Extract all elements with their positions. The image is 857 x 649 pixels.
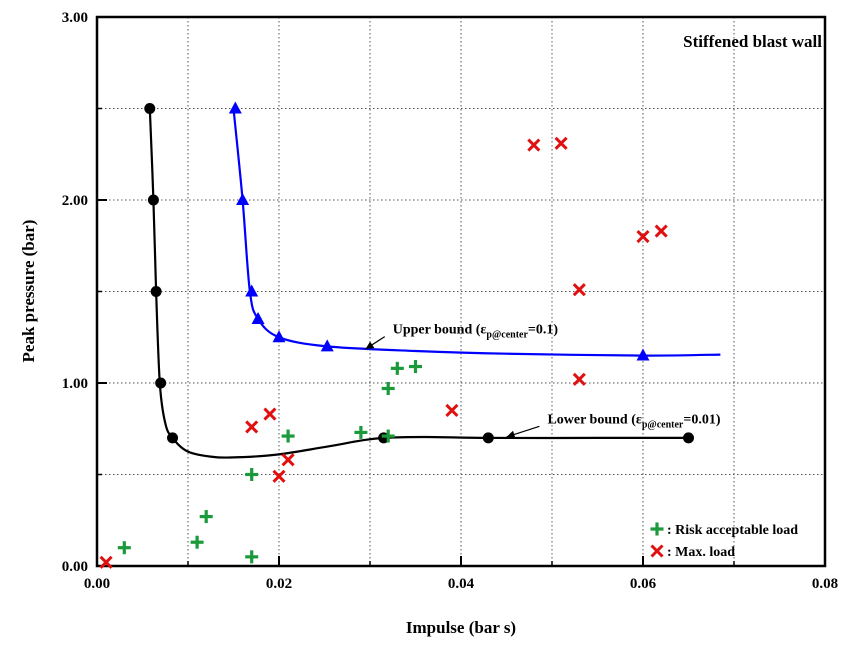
lower-bound-point xyxy=(150,286,162,297)
y-tick-label: 2.00 xyxy=(62,193,88,209)
x-tick-label: 0.02 xyxy=(266,576,292,592)
max-load-point-b xyxy=(636,230,650,244)
max-load-point xyxy=(263,407,277,421)
lower-bound-point xyxy=(167,432,179,444)
lower-bound-point xyxy=(147,194,159,206)
upper-bound-point xyxy=(228,101,242,114)
risk-acceptable-point xyxy=(409,360,422,374)
max-load-point-b xyxy=(281,453,295,467)
max-load-point xyxy=(527,138,541,152)
bound-curves xyxy=(148,108,721,459)
data-markers xyxy=(99,101,694,569)
max-load-point-b xyxy=(263,407,277,421)
max-load-point-b xyxy=(527,138,541,152)
upper-bound-point xyxy=(245,284,259,297)
annotation-upper-bound: Upper bound (εp@center=0.1) xyxy=(393,323,559,341)
x-tick-label: 0.04 xyxy=(448,576,475,592)
max-load-point-b xyxy=(654,224,668,238)
legend-label-risk: : Risk acceptable load xyxy=(667,523,798,538)
max-load-point xyxy=(572,372,586,386)
max-load-point xyxy=(572,283,586,297)
legend-plus-icon xyxy=(650,522,664,536)
annotations: Upper bound (εp@center=0.1) Lower bound (… xyxy=(365,323,721,439)
legend-cross-mark-b xyxy=(650,544,664,558)
y-axis-label: Peak pressure (bar) xyxy=(19,220,38,363)
max-load-point-b xyxy=(572,283,586,297)
grid xyxy=(97,17,825,566)
risk-acceptable-point xyxy=(245,550,259,564)
annotation-arrow-head xyxy=(365,341,375,350)
max-load-point xyxy=(654,224,668,238)
legend: : Risk acceptable load : Max. load xyxy=(650,522,798,560)
max-load-point xyxy=(99,555,113,569)
risk-acceptable-point xyxy=(199,510,213,524)
axis-ticks: 0.00 0.02 0.04 0.06 0.08 0.00 1.00 2.00 3.00 xyxy=(62,10,838,592)
max-load-point-b xyxy=(245,420,259,434)
risk-acceptable-point xyxy=(381,429,395,443)
max-load-point xyxy=(272,469,286,483)
upper-bound-point xyxy=(272,330,286,343)
risk-acceptable-point xyxy=(390,361,404,375)
y-tick-label: 1.00 xyxy=(62,376,88,392)
risk-acceptable-point xyxy=(117,541,131,555)
y-tick-label: 3.00 xyxy=(62,10,88,26)
risk-acceptable-point xyxy=(281,429,295,443)
max-load-point-b xyxy=(445,403,459,418)
annotation-arrow-head xyxy=(506,430,516,439)
max-load-point xyxy=(445,403,459,418)
max-load-point-b xyxy=(272,469,286,483)
risk-acceptable-point xyxy=(354,425,368,439)
x-tick-label: 0.06 xyxy=(630,576,657,592)
legend-plus-mark xyxy=(650,522,664,536)
lower-bound-point xyxy=(683,432,694,444)
max-load-point-b xyxy=(572,372,586,386)
upper-bound-point xyxy=(636,348,650,361)
risk-acceptable-point xyxy=(245,468,259,481)
x-axis-label: Impulse (bar s) xyxy=(406,618,516,637)
chart-title: Stiffened blast wall xyxy=(683,32,822,51)
upper-bound-point xyxy=(236,193,250,205)
annotation-lower-bound: Lower bound (εp@center=0.01) xyxy=(547,412,720,430)
upper-bound-point xyxy=(320,339,334,352)
max-load-point-b xyxy=(554,136,568,150)
x-tick-label: 0.00 xyxy=(84,576,110,592)
curve-lower-bound xyxy=(148,108,689,459)
max-load-point-b xyxy=(99,555,113,569)
max-load-point xyxy=(554,136,568,150)
lower-bound-point xyxy=(144,103,156,114)
y-tick-label: 0.00 xyxy=(62,559,88,575)
max-load-point xyxy=(245,420,259,434)
upper-bound-point xyxy=(251,311,265,324)
risk-acceptable-point xyxy=(381,381,395,395)
max-load-point xyxy=(636,230,650,244)
lower-bound-point xyxy=(482,432,494,444)
lower-bound-point xyxy=(155,377,167,389)
x-tick-label: 0.08 xyxy=(812,576,838,592)
legend-cross-icon xyxy=(650,544,664,558)
risk-acceptable-point xyxy=(190,535,204,549)
max-load-point xyxy=(281,453,295,467)
legend-cross-mark xyxy=(650,544,664,558)
curve-upper-bound xyxy=(232,108,721,357)
legend-label-max: : Max. load xyxy=(667,545,735,560)
